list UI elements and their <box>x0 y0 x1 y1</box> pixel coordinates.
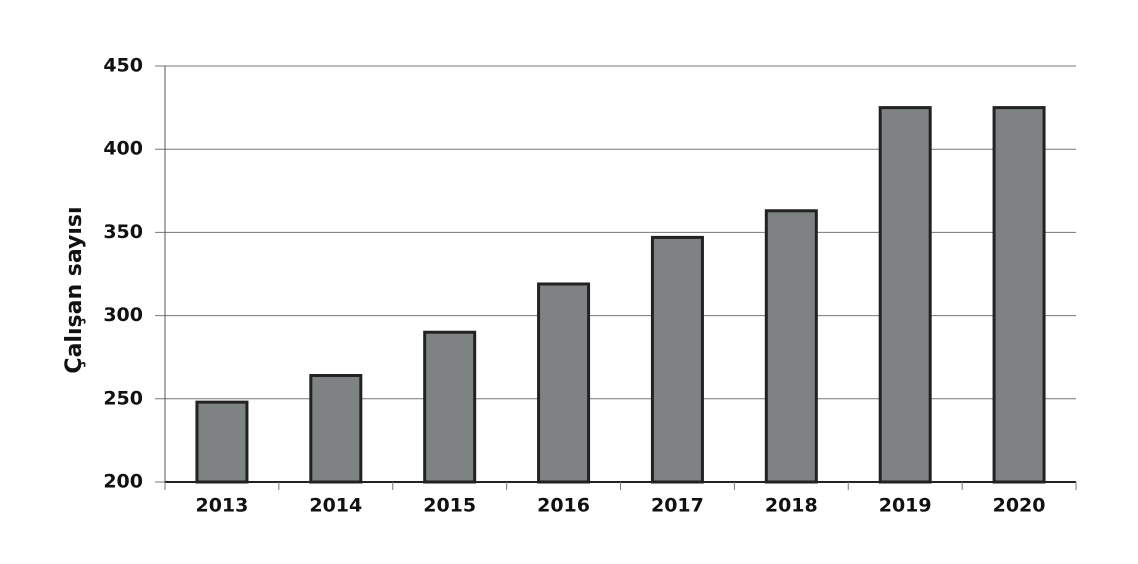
x-tick-label: 2013 <box>195 495 248 517</box>
y-tick-label: 200 <box>103 471 143 493</box>
bar <box>650 235 704 484</box>
y-axis-label: Çalışan sayısı <box>62 206 87 373</box>
bar <box>195 400 249 484</box>
x-tick-label: 2020 <box>993 495 1046 517</box>
bar <box>878 106 932 484</box>
bar <box>764 209 818 484</box>
x-tick-label: 2017 <box>651 495 704 517</box>
x-tick-label: 2015 <box>423 495 476 517</box>
y-tick-label: 450 <box>103 55 143 77</box>
bar <box>423 330 477 484</box>
x-tick-label: 2018 <box>765 495 818 517</box>
y-tick-label: 350 <box>103 221 143 243</box>
x-tick-label: 2016 <box>537 495 590 517</box>
y-tick-label: 300 <box>103 304 143 326</box>
bar <box>537 282 591 484</box>
y-tick-label: 400 <box>103 138 143 160</box>
x-tick-label: 2014 <box>309 495 362 517</box>
bar <box>992 106 1046 484</box>
x-tick-label: 2019 <box>879 495 932 517</box>
y-tick-label: 250 <box>103 387 143 409</box>
bar <box>309 374 363 484</box>
